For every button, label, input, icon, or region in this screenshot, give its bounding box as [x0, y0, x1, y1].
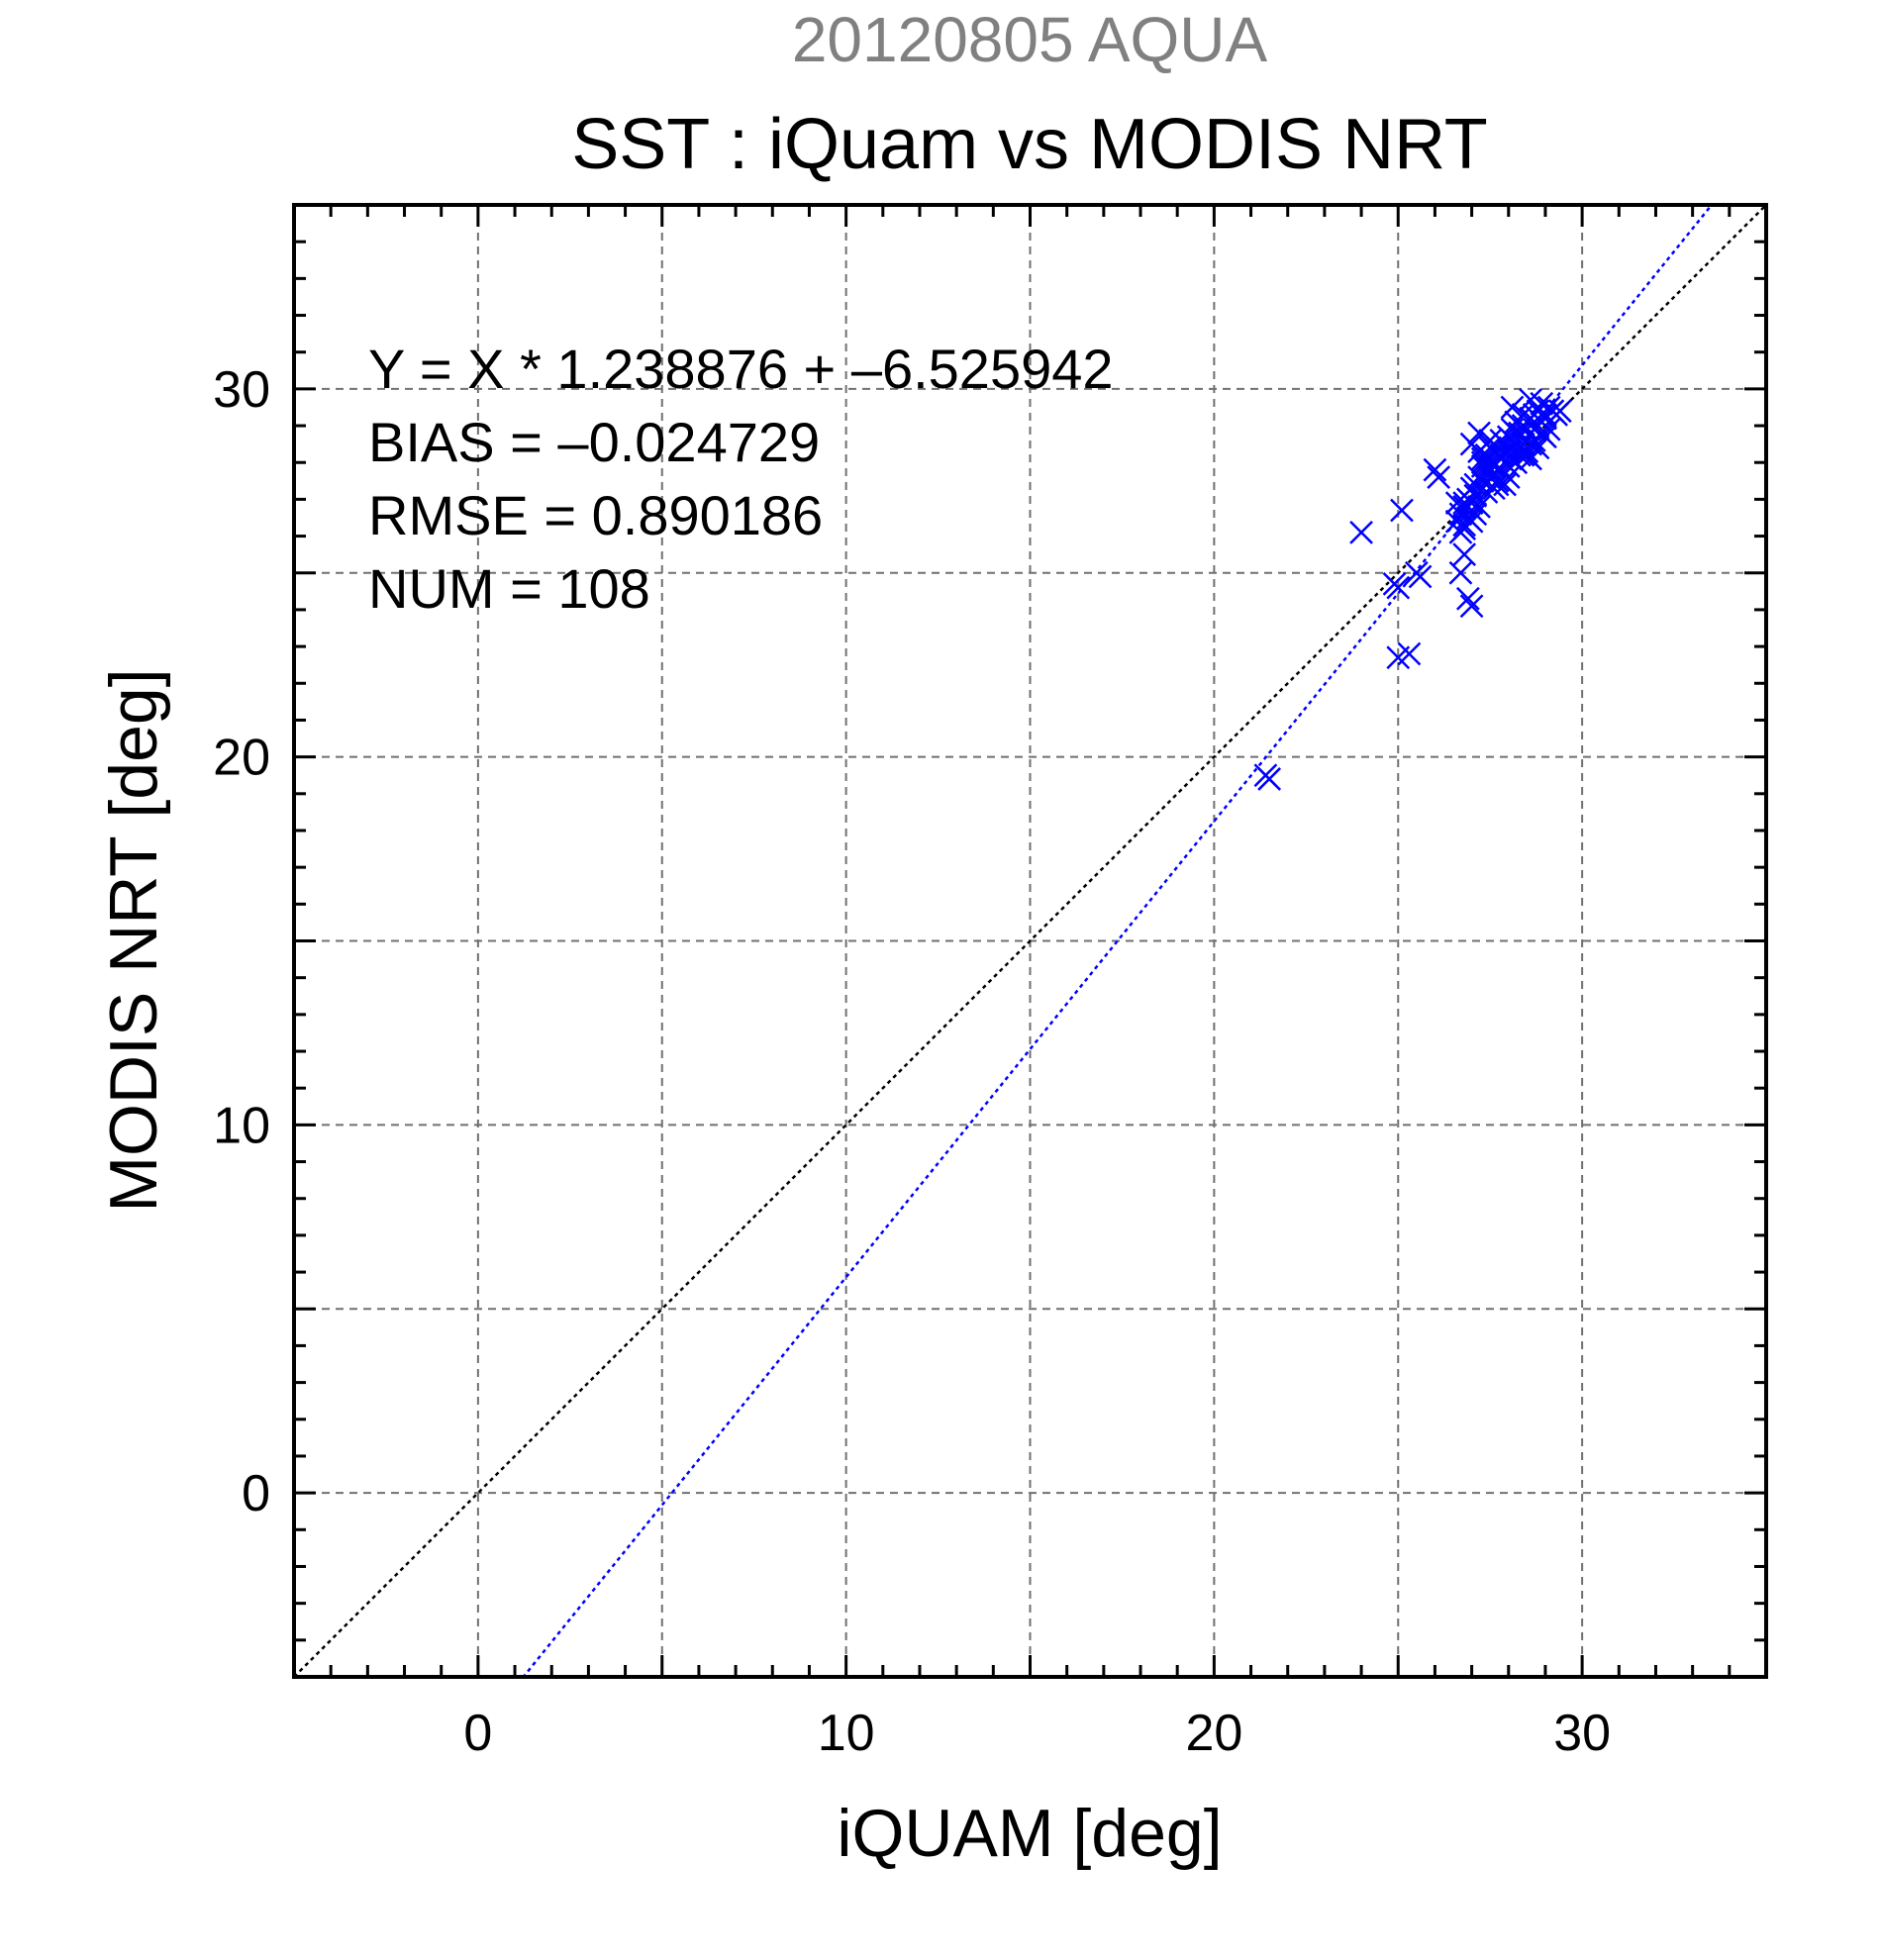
data-point: [1519, 388, 1542, 412]
y-tick-label: 10: [213, 1097, 270, 1154]
data-point: [1511, 442, 1535, 467]
data-point: [1459, 432, 1484, 456]
data-point: [1500, 395, 1525, 420]
data-point: [1504, 421, 1529, 445]
data-point-stroke: [1478, 436, 1503, 460]
chart-title: SST : iQuam vs MODIS NRT: [571, 105, 1488, 184]
data-point: [1349, 520, 1373, 544]
data-point: [1452, 513, 1477, 538]
data-point-stroke: [1397, 641, 1422, 666]
x-tick-label: 30: [1553, 1705, 1611, 1762]
stat-line: BIAS = –0.024729: [368, 411, 820, 473]
data-point-stroke: [1427, 465, 1451, 489]
data-point: [1459, 509, 1484, 534]
data-point-stroke: [1257, 767, 1282, 791]
data-point-stroke: [1485, 472, 1510, 497]
y-tick-label: 20: [213, 730, 270, 787]
plot-frame: [292, 203, 1768, 1679]
data-point-stroke: [1496, 436, 1521, 460]
data-point-stroke: [1474, 480, 1499, 504]
data-point-stroke: [1459, 594, 1484, 619]
data-point-stroke: [1452, 542, 1477, 567]
data-point-stroke: [1467, 494, 1491, 519]
data-point-stroke: [1530, 391, 1554, 416]
data-point-stroke: [1455, 586, 1480, 611]
data-point: [1386, 575, 1411, 600]
data-point-stroke: [1459, 432, 1484, 456]
y-tick-label: 0: [242, 1465, 270, 1522]
data-point: [1455, 586, 1480, 611]
data-point-stroke: [1511, 442, 1535, 467]
data-point: [1496, 425, 1521, 449]
data-point: [1474, 480, 1499, 504]
data-point: [1452, 542, 1477, 567]
x-tick-label: 10: [818, 1705, 875, 1762]
data-point-stroke: [1463, 472, 1488, 497]
data-point-stroke: [1519, 388, 1542, 412]
data-point: [1408, 564, 1433, 589]
data-point: [1452, 491, 1477, 516]
data-point-stroke: [1448, 560, 1473, 585]
data-point: [1534, 425, 1557, 449]
data-point-stroke: [1504, 410, 1529, 435]
data-point: [1257, 767, 1282, 791]
data-point: [1463, 472, 1488, 497]
data-point: [1485, 472, 1510, 497]
data-point-stroke: [1534, 403, 1557, 427]
data-point: [1467, 421, 1491, 445]
data-point-stroke: [1547, 399, 1572, 424]
stat-line: NUM = 108: [368, 557, 650, 620]
data-point-stroke: [1423, 457, 1447, 482]
data-point-stroke: [1386, 575, 1411, 600]
data-point-stroke: [1515, 442, 1539, 467]
data-point: [1423, 457, 1447, 482]
stats-annotation: Y = X * 1.238876 + –6.525942 BIAS = –0.02…: [368, 338, 1114, 620]
data-point-stroke: [1500, 395, 1525, 420]
x-tick-label: 20: [1185, 1705, 1242, 1762]
data-point-stroke: [1534, 425, 1557, 449]
data-point-stroke: [1452, 491, 1477, 516]
data-point: [1427, 465, 1451, 489]
x-axis-label: iQUAM [deg]: [837, 1796, 1222, 1871]
tick-labels: 0 10 20 30 0 10 20 30: [213, 361, 1611, 1762]
data-point-stroke: [1530, 410, 1554, 435]
data-point-stroke: [1459, 509, 1484, 534]
data-point: [1390, 498, 1414, 523]
data-point: [1515, 442, 1539, 467]
data-point-stroke: [1496, 425, 1521, 449]
chart-suptitle: 20120805 AQUA: [792, 4, 1268, 75]
data-point: [1459, 594, 1484, 619]
data-point-stroke: [1496, 465, 1521, 489]
data-point-stroke: [1349, 520, 1373, 544]
data-point-stroke: [1470, 446, 1495, 471]
data-point-stroke: [1467, 421, 1491, 445]
data-point-stroke: [1408, 564, 1433, 589]
data-point: [1478, 436, 1503, 460]
data-point: [1526, 436, 1550, 460]
stat-line: RMSE = 0.890186: [368, 484, 823, 546]
data-point: [1496, 436, 1521, 460]
data-point-stroke: [1504, 421, 1529, 445]
data-point: [1504, 410, 1529, 435]
data-point-stroke: [1526, 436, 1550, 460]
data-point: [1397, 641, 1422, 666]
stat-line: Y = X * 1.238876 + –6.525942: [368, 338, 1114, 400]
data-point-stroke: [1452, 513, 1477, 538]
x-tick-label: 0: [463, 1705, 492, 1762]
data-point: [1547, 399, 1572, 424]
y-tick-label: 30: [213, 361, 270, 419]
data-points: [1253, 388, 1572, 791]
y-axis-label: MODIS NRT [deg]: [96, 668, 171, 1212]
data-point: [1448, 560, 1473, 585]
regression-fit-line: [522, 205, 1714, 1677]
data-point: [1530, 410, 1554, 435]
data-point-stroke: [1390, 498, 1414, 523]
